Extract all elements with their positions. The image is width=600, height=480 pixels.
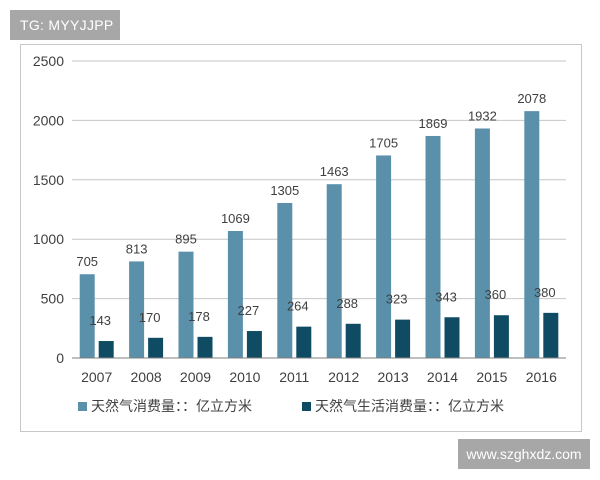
data-label-consumption: 1869 bbox=[419, 116, 448, 131]
y-tick-label: 1000 bbox=[33, 231, 64, 247]
data-label-consumption: 2078 bbox=[517, 91, 546, 106]
data-label-residential-consumption: 380 bbox=[534, 285, 556, 300]
data-label-residential-consumption: 323 bbox=[386, 292, 408, 307]
bar-residential-consumption bbox=[543, 312, 559, 358]
bar-residential-consumption bbox=[345, 323, 361, 358]
data-labels: 705 143 813 170 895 178 1069 227 1305 264 1463 288 1… bbox=[76, 91, 555, 328]
bar-residential-consumption bbox=[296, 326, 312, 358]
bar-residential-consumption bbox=[493, 315, 509, 358]
x-tick-label: 2013 bbox=[378, 369, 409, 385]
y-tick-label: 2000 bbox=[33, 112, 64, 128]
y-tick-label: 0 bbox=[56, 350, 64, 366]
data-label-consumption: 1932 bbox=[468, 108, 497, 123]
legend-label-series-2: 天然气生活消费量：：亿立方米 bbox=[315, 398, 504, 414]
data-label-residential-consumption: 264 bbox=[287, 299, 309, 314]
data-label-residential-consumption: 178 bbox=[188, 309, 210, 324]
x-tick-label: 2011 bbox=[279, 369, 309, 385]
bottom-watermark-badge: www.szghxdz.com bbox=[458, 439, 590, 469]
data-label-consumption: 895 bbox=[175, 232, 197, 247]
bar-consumption bbox=[474, 128, 490, 358]
bar-consumption bbox=[129, 261, 145, 358]
gridlines bbox=[72, 60, 566, 300]
bar-residential-consumption bbox=[197, 336, 213, 358]
top-watermark-text: TG: MYYJJPP bbox=[20, 17, 114, 33]
x-tick-label: 2016 bbox=[526, 369, 557, 385]
x-tick-label: 2007 bbox=[81, 369, 112, 385]
chart-frame bbox=[20, 44, 582, 432]
bar-residential-consumption bbox=[395, 319, 411, 358]
data-label-residential-consumption: 170 bbox=[139, 310, 161, 325]
data-label-consumption: 1463 bbox=[320, 164, 349, 179]
data-label-residential-consumption: 343 bbox=[435, 289, 457, 304]
x-tick-label: 2009 bbox=[180, 369, 211, 385]
bar-consumption bbox=[227, 231, 243, 358]
data-label-residential-consumption: 288 bbox=[336, 296, 358, 311]
legend-swatch-series-2 bbox=[302, 402, 311, 411]
bar-consumption bbox=[79, 274, 95, 358]
data-label-residential-consumption: 227 bbox=[238, 303, 260, 318]
data-label-residential-consumption: 360 bbox=[485, 287, 507, 302]
x-tick-label: 2010 bbox=[229, 369, 260, 385]
bar-consumption bbox=[178, 251, 194, 358]
legend-swatch-series-1 bbox=[78, 402, 87, 411]
bar-consumption bbox=[425, 135, 441, 358]
data-label-consumption: 1305 bbox=[270, 183, 299, 198]
bar-residential-consumption bbox=[444, 317, 460, 358]
data-label-consumption: 705 bbox=[76, 254, 98, 269]
bar-consumption bbox=[376, 155, 392, 358]
y-axis-ticks: 0 500 1000 1500 2000 2500 bbox=[33, 53, 64, 366]
data-label-consumption: 1069 bbox=[221, 211, 250, 226]
top-watermark-badge: TG: MYYJJPP bbox=[10, 10, 120, 40]
data-label-residential-consumption: 143 bbox=[89, 313, 111, 328]
data-label-consumption: 813 bbox=[126, 241, 148, 256]
bar-consumption bbox=[326, 184, 342, 358]
bars bbox=[79, 111, 559, 358]
y-tick-label: 2500 bbox=[33, 53, 64, 69]
bottom-watermark-text: www.szghxdz.com bbox=[466, 446, 582, 462]
bar-consumption bbox=[277, 202, 293, 358]
bar-residential-consumption bbox=[98, 341, 114, 358]
y-tick-label: 1500 bbox=[33, 172, 64, 188]
y-tick-label: 500 bbox=[41, 291, 65, 307]
bar-residential-consumption bbox=[246, 331, 262, 358]
legend: 天然气消费量：：亿立方米 天然气生活消费量：：亿立方米 bbox=[78, 398, 504, 414]
x-tick-label: 2008 bbox=[131, 369, 162, 385]
x-tick-label: 2014 bbox=[427, 369, 458, 385]
x-axis-ticks: 2007 2008 2009 2010 2011 2012 2013 2014 2015 2016 bbox=[81, 369, 557, 385]
x-tick-label: 2012 bbox=[328, 369, 359, 385]
legend-label-series-1: 天然气消费量：：亿立方米 bbox=[91, 398, 252, 414]
bar-consumption bbox=[524, 111, 540, 358]
data-label-consumption: 1705 bbox=[369, 135, 398, 150]
x-tick-label: 2015 bbox=[476, 369, 507, 385]
bar-residential-consumption bbox=[148, 337, 164, 358]
